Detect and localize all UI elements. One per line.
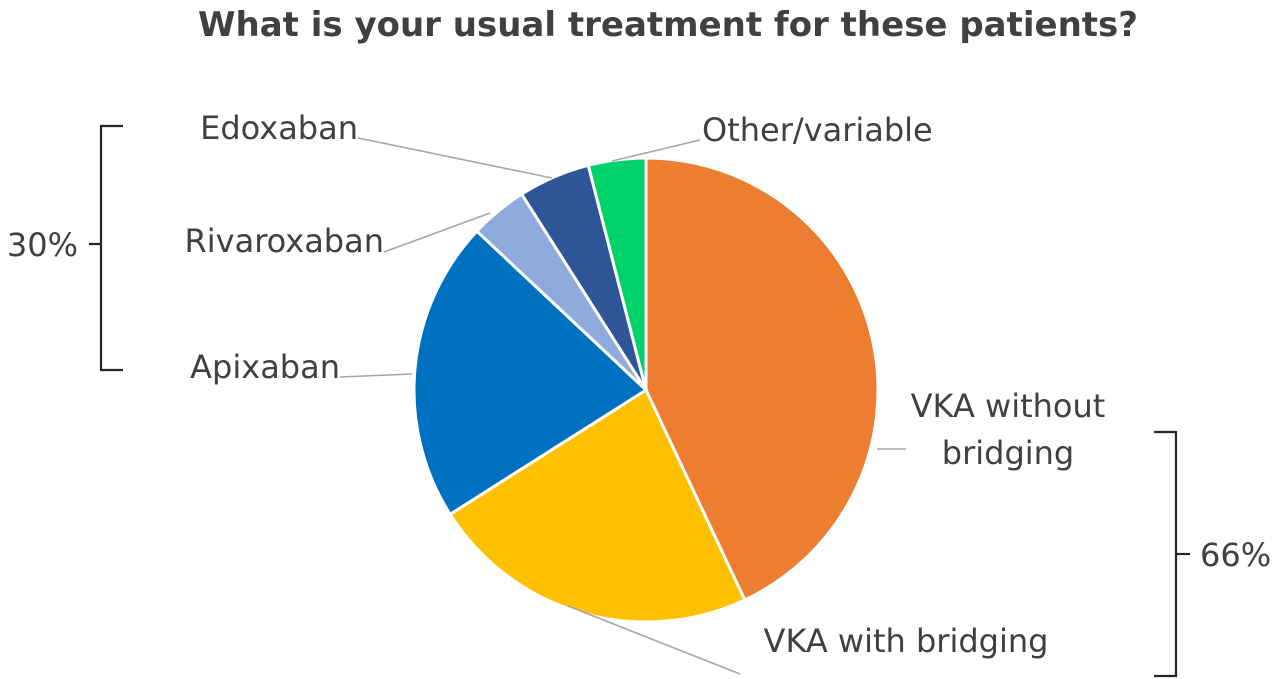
leader-lines	[339, 137, 906, 675]
bracket-vka-group	[1154, 430, 1178, 678]
leader-line-rivaroxaban	[383, 212, 491, 253]
slice-vka-without-bridging	[644, 156, 880, 602]
chart-title: What is your usual treatment for these p…	[198, 5, 1138, 45]
slice-vka-with-bridging	[448, 387, 747, 624]
slice-label-vka-with-bridging: VKA with bridging	[764, 622, 1049, 660]
slice-label-edoxaban: Edoxaban	[200, 109, 358, 147]
slice-label-other-variable: Other/variable	[702, 111, 933, 149]
leader-line-other-variable	[611, 139, 701, 162]
leader-line-vka-with-bridging	[567, 605, 741, 675]
leader-line-edoxaban	[357, 137, 553, 179]
slice-label-apixaban: Apixaban	[190, 348, 340, 386]
slice-apixaban	[412, 229, 649, 517]
pie-slices	[412, 156, 880, 624]
group-label-vka: 66%	[1200, 536, 1271, 574]
bracket-doac-group	[99, 124, 123, 372]
group-label-doac: 30%	[7, 226, 78, 264]
slice-label-vka-without-bridging: VKA without bridging	[911, 387, 1106, 472]
slice-labels: VKA without bridging VKA with bridging Apix…	[185, 109, 1106, 660]
group-brackets: 30% 66%	[7, 124, 1271, 678]
slice-label-rivaroxaban: Rivaroxaban	[185, 222, 384, 260]
leader-line-apixaban	[339, 373, 413, 378]
